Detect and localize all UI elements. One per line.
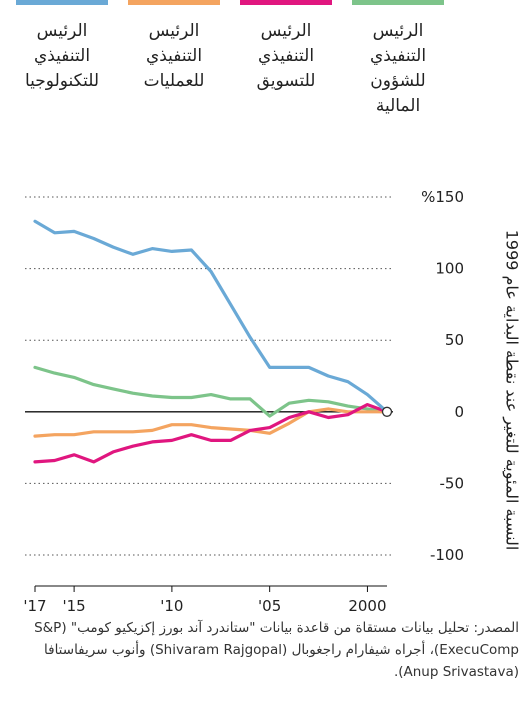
x-tick-label: '10 [160, 597, 183, 615]
series-line-2 [33, 403, 389, 464]
series-line-3 [33, 365, 389, 418]
legend-label-cfo: الرئيس التنفيذي للشؤون المالية [369, 21, 427, 116]
y-tick-label: 50 [445, 331, 464, 349]
y-tick-label: %150 [421, 188, 464, 206]
legend-swatch-cfo [352, 0, 444, 5]
series-line-1 [33, 407, 389, 438]
x-tick-label: '05 [258, 597, 281, 615]
y-tick-label: -50 [440, 474, 465, 492]
y-tick-label: 0 [454, 403, 464, 421]
y-tick-label: 100 [435, 260, 464, 278]
legend-swatch-cmo [240, 0, 332, 5]
y-tick-label: -100 [430, 546, 464, 564]
legend: الرئيس التنفيذي للتكنولوجيا الرئيس التنف… [0, 0, 531, 150]
source-note: المصدر: تحليل بيانات مستقاة من قاعدة بيا… [34, 620, 519, 680]
legend-item-coo: الرئيس التنفيذي للعمليات [118, 0, 230, 94]
y-axis-label: النسبة المئوية للتغير عند نقطة البداية ع… [502, 229, 522, 551]
origin-marker [381, 406, 393, 417]
legend-swatch-coo [128, 0, 220, 5]
legend-item-cto: الرئيس التنفيذي للتكنولوجيا [6, 0, 118, 94]
x-tick-label: '17 [23, 597, 46, 615]
series-line-0 [33, 219, 389, 414]
x-tick-label: '15 [63, 597, 86, 615]
legend-item-cmo: الرئيس التنفيذي للتسويق [230, 0, 342, 94]
legend-item-cfo: الرئيس التنفيذي للشؤون المالية [342, 0, 454, 119]
x-tick-label: 2000 [348, 597, 386, 615]
legend-swatch-cto [16, 0, 108, 5]
legend-label-coo: الرئيس التنفيذي للعمليات [143, 21, 205, 91]
line-chart: %150 100 50 0 -50 -100 '17 '15 '10 '05 2000 [23, 188, 465, 615]
legend-label-cto: الرئيس التنفيذي للتكنولوجيا [24, 21, 100, 91]
legend-label-cmo: الرئيس التنفيذي للتسويق [256, 21, 316, 91]
